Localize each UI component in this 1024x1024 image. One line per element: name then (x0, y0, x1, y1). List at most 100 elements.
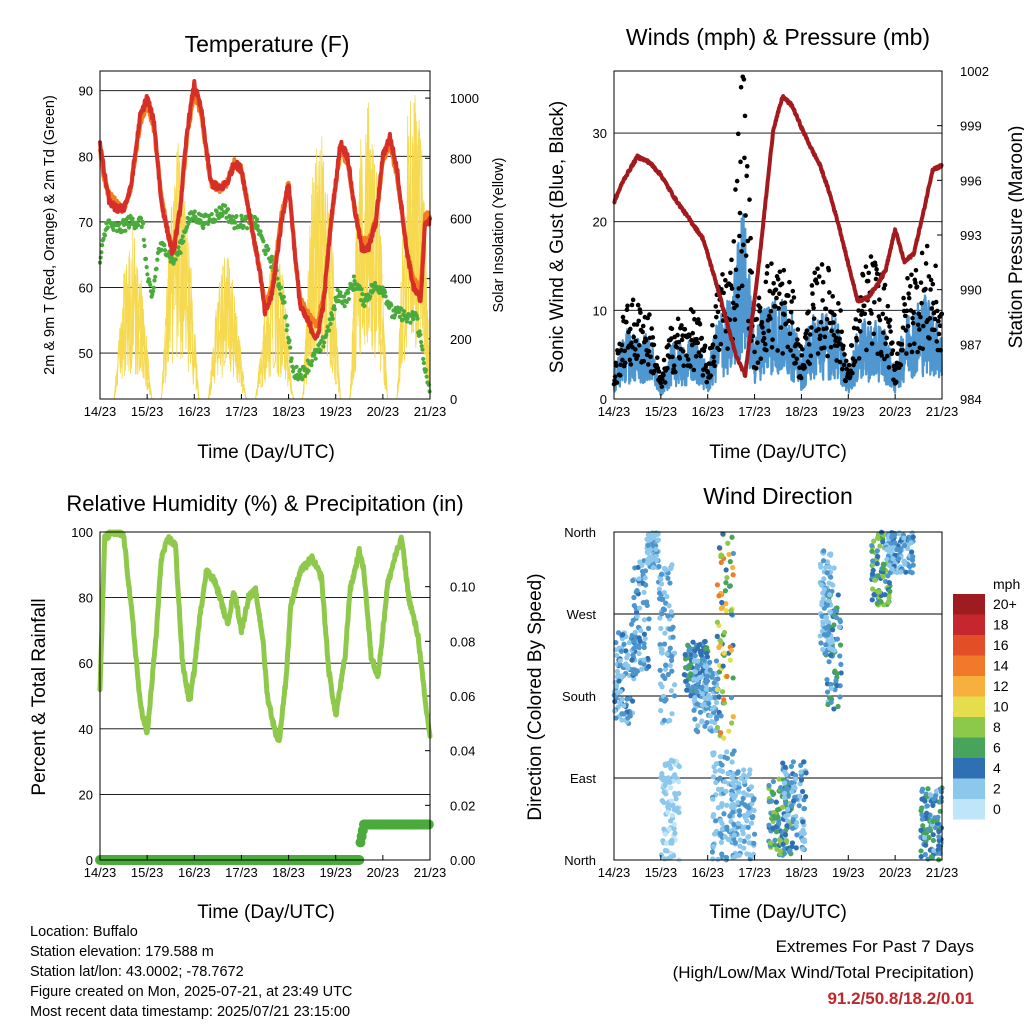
direction-point (662, 762, 669, 769)
direction-point (832, 608, 838, 614)
gust-point (876, 314, 882, 319)
direction-point (774, 807, 781, 813)
gust-point (816, 326, 821, 332)
direction-point (645, 625, 652, 631)
dewpoint-point (310, 358, 315, 364)
station-pressure-line (612, 94, 944, 378)
direction-point (614, 668, 620, 674)
dewpoint-point (123, 228, 128, 233)
gust-point (771, 280, 776, 286)
dewpoint-point (264, 243, 269, 249)
direction-point (741, 838, 747, 844)
gust-point (923, 261, 929, 266)
gust-point (728, 270, 733, 276)
direction-point (824, 619, 830, 625)
direction-x-tick-label: 20/23 (879, 865, 912, 880)
gust-point (898, 362, 904, 368)
gust-point (671, 363, 677, 368)
gust-point (806, 342, 812, 347)
gust-point (631, 334, 636, 340)
relative-humidity-line (97, 529, 433, 744)
direction-point (703, 686, 710, 692)
direction-point (714, 582, 721, 588)
direction-y-tick-label: North (564, 853, 596, 868)
gust-point (672, 369, 678, 375)
direction-point (784, 823, 790, 829)
direction-point (782, 795, 788, 801)
direction-point (886, 580, 892, 586)
temperature-x-tick-label: 14/23 (84, 404, 117, 419)
direction-point (889, 531, 896, 537)
dewpoint-point (220, 213, 225, 218)
direction-point (704, 674, 710, 680)
direction-point (883, 546, 890, 552)
direction-point (936, 834, 942, 840)
gust-point (739, 249, 744, 254)
gust-point (935, 308, 940, 314)
direction-point (926, 835, 932, 841)
legend-color-box (953, 737, 985, 758)
direction-point (780, 804, 786, 810)
direction-x-tick-label: 14/23 (598, 865, 631, 880)
dewpoint-point (338, 290, 343, 295)
direction-point (730, 550, 736, 557)
dewpoint-point (269, 254, 274, 259)
gust-point (934, 339, 940, 344)
humidity-x-tick-label: 15/23 (131, 865, 164, 880)
gust-point (932, 316, 938, 322)
direction-point (768, 798, 775, 804)
direction-point (892, 540, 898, 546)
gust-point (746, 318, 751, 324)
direction-point (736, 852, 742, 858)
direction-point (825, 598, 832, 604)
direction-point (751, 807, 757, 814)
direction-point (718, 559, 724, 566)
direction-point (719, 786, 725, 792)
legend-label: 20+ (993, 596, 1017, 612)
dewpoint-point (152, 278, 157, 283)
direction-point (667, 662, 673, 669)
dewpoint-point (342, 304, 347, 309)
direction-point (645, 655, 651, 662)
direction-point (645, 542, 651, 549)
dewpoint-point (341, 294, 347, 299)
gust-point (775, 348, 780, 353)
gust-point (830, 294, 836, 299)
gust-point (704, 379, 710, 385)
gust-point (679, 337, 685, 343)
direction-point (665, 671, 671, 678)
direction-point (895, 556, 902, 562)
direction-point (746, 805, 752, 811)
extremes-box: Extremes For Past 7 Days (High/Low/Max W… (673, 934, 974, 1012)
direction-point (937, 808, 943, 814)
dewpoint-point (346, 290, 351, 295)
dewpoint-point (180, 234, 185, 239)
gust-point (877, 317, 883, 323)
gust-point (754, 316, 760, 322)
gust-point (828, 344, 834, 350)
gust-point (687, 333, 692, 339)
direction-point (772, 837, 778, 843)
gust-point (643, 338, 649, 343)
gust-point (849, 343, 855, 348)
direction-point (665, 809, 671, 815)
gust-point (654, 355, 660, 360)
direction-point (718, 639, 724, 645)
gust-point (627, 357, 633, 363)
direction-point (614, 652, 620, 659)
gust-point (865, 278, 871, 284)
gust-point (904, 351, 909, 356)
gust-point (786, 318, 792, 324)
direction-point (694, 677, 700, 683)
gust-point (769, 344, 775, 350)
temperature-x-tick-label: 17/23 (225, 404, 258, 419)
dewpoint-point (368, 294, 373, 299)
winds-y2-tick-label: 993 (960, 228, 982, 243)
direction-point (938, 798, 944, 805)
dewpoint-point (278, 285, 284, 290)
direction-point (663, 840, 670, 846)
direction-point (885, 599, 892, 605)
humidity-y2-tick-label: 0.04 (450, 744, 475, 759)
humidity-y2-tick-label: 0.08 (450, 634, 475, 649)
direction-point (615, 630, 622, 636)
